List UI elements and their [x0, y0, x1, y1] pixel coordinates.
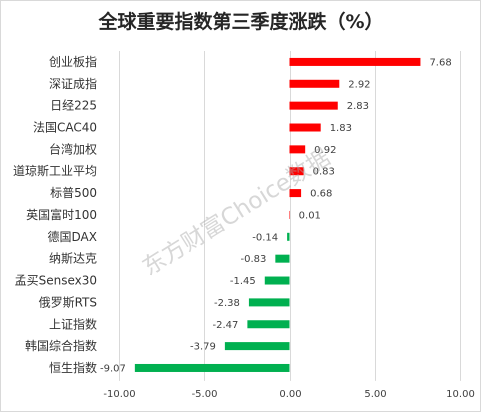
bar [289, 57, 421, 66]
bars [134, 57, 421, 372]
chart-title: 全球重要指数第三季度涨跌（%） [97, 10, 383, 33]
data-labels: 7.68 2.92 2.83 1.83 0.92 0.83 0.68 0.01 -0.14 -0.… [100, 57, 452, 374]
category-label: 孟买Sensex30 [15, 274, 97, 288]
category-label: 英国富时100 [26, 207, 97, 222]
x-tick-label: -5.00 [192, 389, 218, 400]
data-label: -0.14 [252, 232, 278, 243]
data-label: -2.47 [213, 320, 239, 331]
category-label: 韩国综合指数 [25, 338, 97, 353]
category-label: 恒生指数 [49, 360, 97, 375]
data-label: 0.68 [310, 189, 332, 200]
bar [289, 101, 338, 110]
category-label: 日经225 [50, 99, 97, 113]
bar [289, 79, 340, 88]
data-label: 2.92 [348, 79, 370, 90]
data-label: 0.92 [314, 145, 336, 156]
category-label: 法国CAC40 [33, 121, 97, 135]
data-label: -9.07 [100, 363, 126, 374]
bar [289, 189, 302, 198]
bar [287, 232, 290, 241]
bar [289, 167, 304, 176]
x-tick-label: 0.00 [279, 389, 301, 400]
category-label: 德国DAX [48, 229, 97, 244]
category-label: 上证指数 [49, 316, 97, 331]
data-label: 0.01 [299, 210, 321, 221]
x-axis-tick-labels: -10.00 -5.00 0.00 5.00 10.00 [103, 389, 474, 400]
data-label: 1.83 [330, 123, 352, 134]
data-label: -3.79 [190, 342, 216, 353]
bar [247, 320, 290, 329]
data-label: 0.83 [313, 167, 335, 178]
data-label: 2.83 [347, 101, 369, 112]
data-label: -0.83 [240, 254, 266, 265]
category-label: 创业板指 [49, 54, 97, 69]
bar [224, 342, 290, 351]
bar [248, 298, 290, 307]
category-label: 道琼斯工业平均 [13, 163, 97, 178]
bar [289, 145, 306, 154]
category-label: 纳斯达克 [49, 252, 97, 266]
x-tick-label: 10.00 [446, 389, 475, 400]
bar [275, 254, 290, 263]
data-label: 7.68 [429, 57, 451, 68]
category-label: 俄罗斯RTS [39, 295, 97, 309]
x-tick-label: -10.00 [103, 389, 135, 400]
category-label: 深证成指 [49, 76, 97, 91]
category-label: 标普500 [50, 186, 97, 200]
bar [289, 210, 290, 219]
data-label: -1.45 [230, 276, 256, 287]
bar [289, 123, 321, 132]
category-label: 台湾加权 [49, 141, 97, 156]
x-tick-label: 5.00 [364, 389, 386, 400]
data-label: -2.38 [214, 298, 240, 309]
bar [264, 276, 290, 285]
bar [134, 363, 290, 372]
